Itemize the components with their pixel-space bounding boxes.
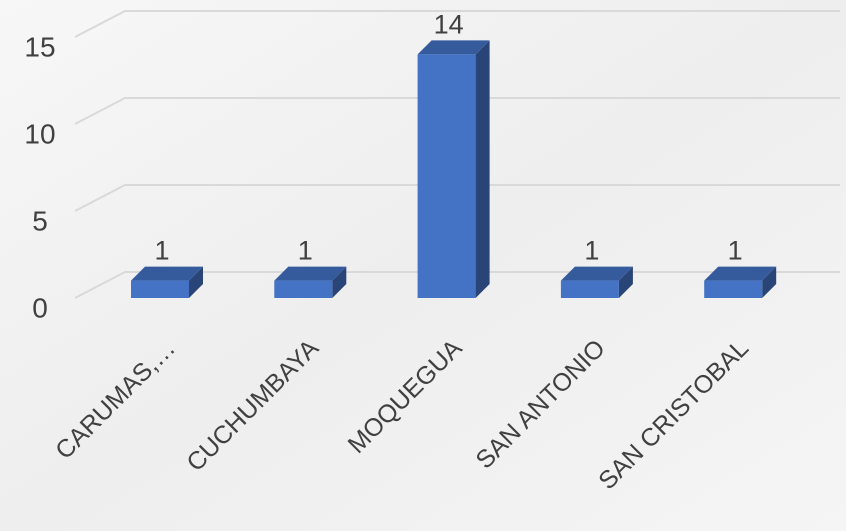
bar [274,280,333,298]
grid-line [74,97,840,125]
value-label: 1 [154,236,169,266]
bar-top [274,266,347,281]
bar-top [704,266,777,281]
bar-top [560,266,633,281]
value-label: 14 [434,10,464,40]
grid-line [74,10,840,38]
y-tick-label: 10 [24,118,55,149]
bar-side [189,266,203,298]
bar-side [762,266,777,298]
bar [704,280,763,298]
y-tick-label: 5 [32,205,48,236]
bar [131,280,189,298]
y-tick-label: 15 [24,31,55,62]
value-label: 1 [728,236,743,266]
bar [417,54,476,299]
bar [560,280,619,298]
grid-line [74,184,840,212]
value-label: 1 [298,236,313,266]
bar-side [618,266,633,298]
y-tick-label: 0 [32,292,48,323]
value-label: 1 [584,236,599,266]
bar-side [475,40,490,299]
bar-top [417,40,490,55]
bar-top [131,266,203,281]
bar-side [332,266,347,298]
